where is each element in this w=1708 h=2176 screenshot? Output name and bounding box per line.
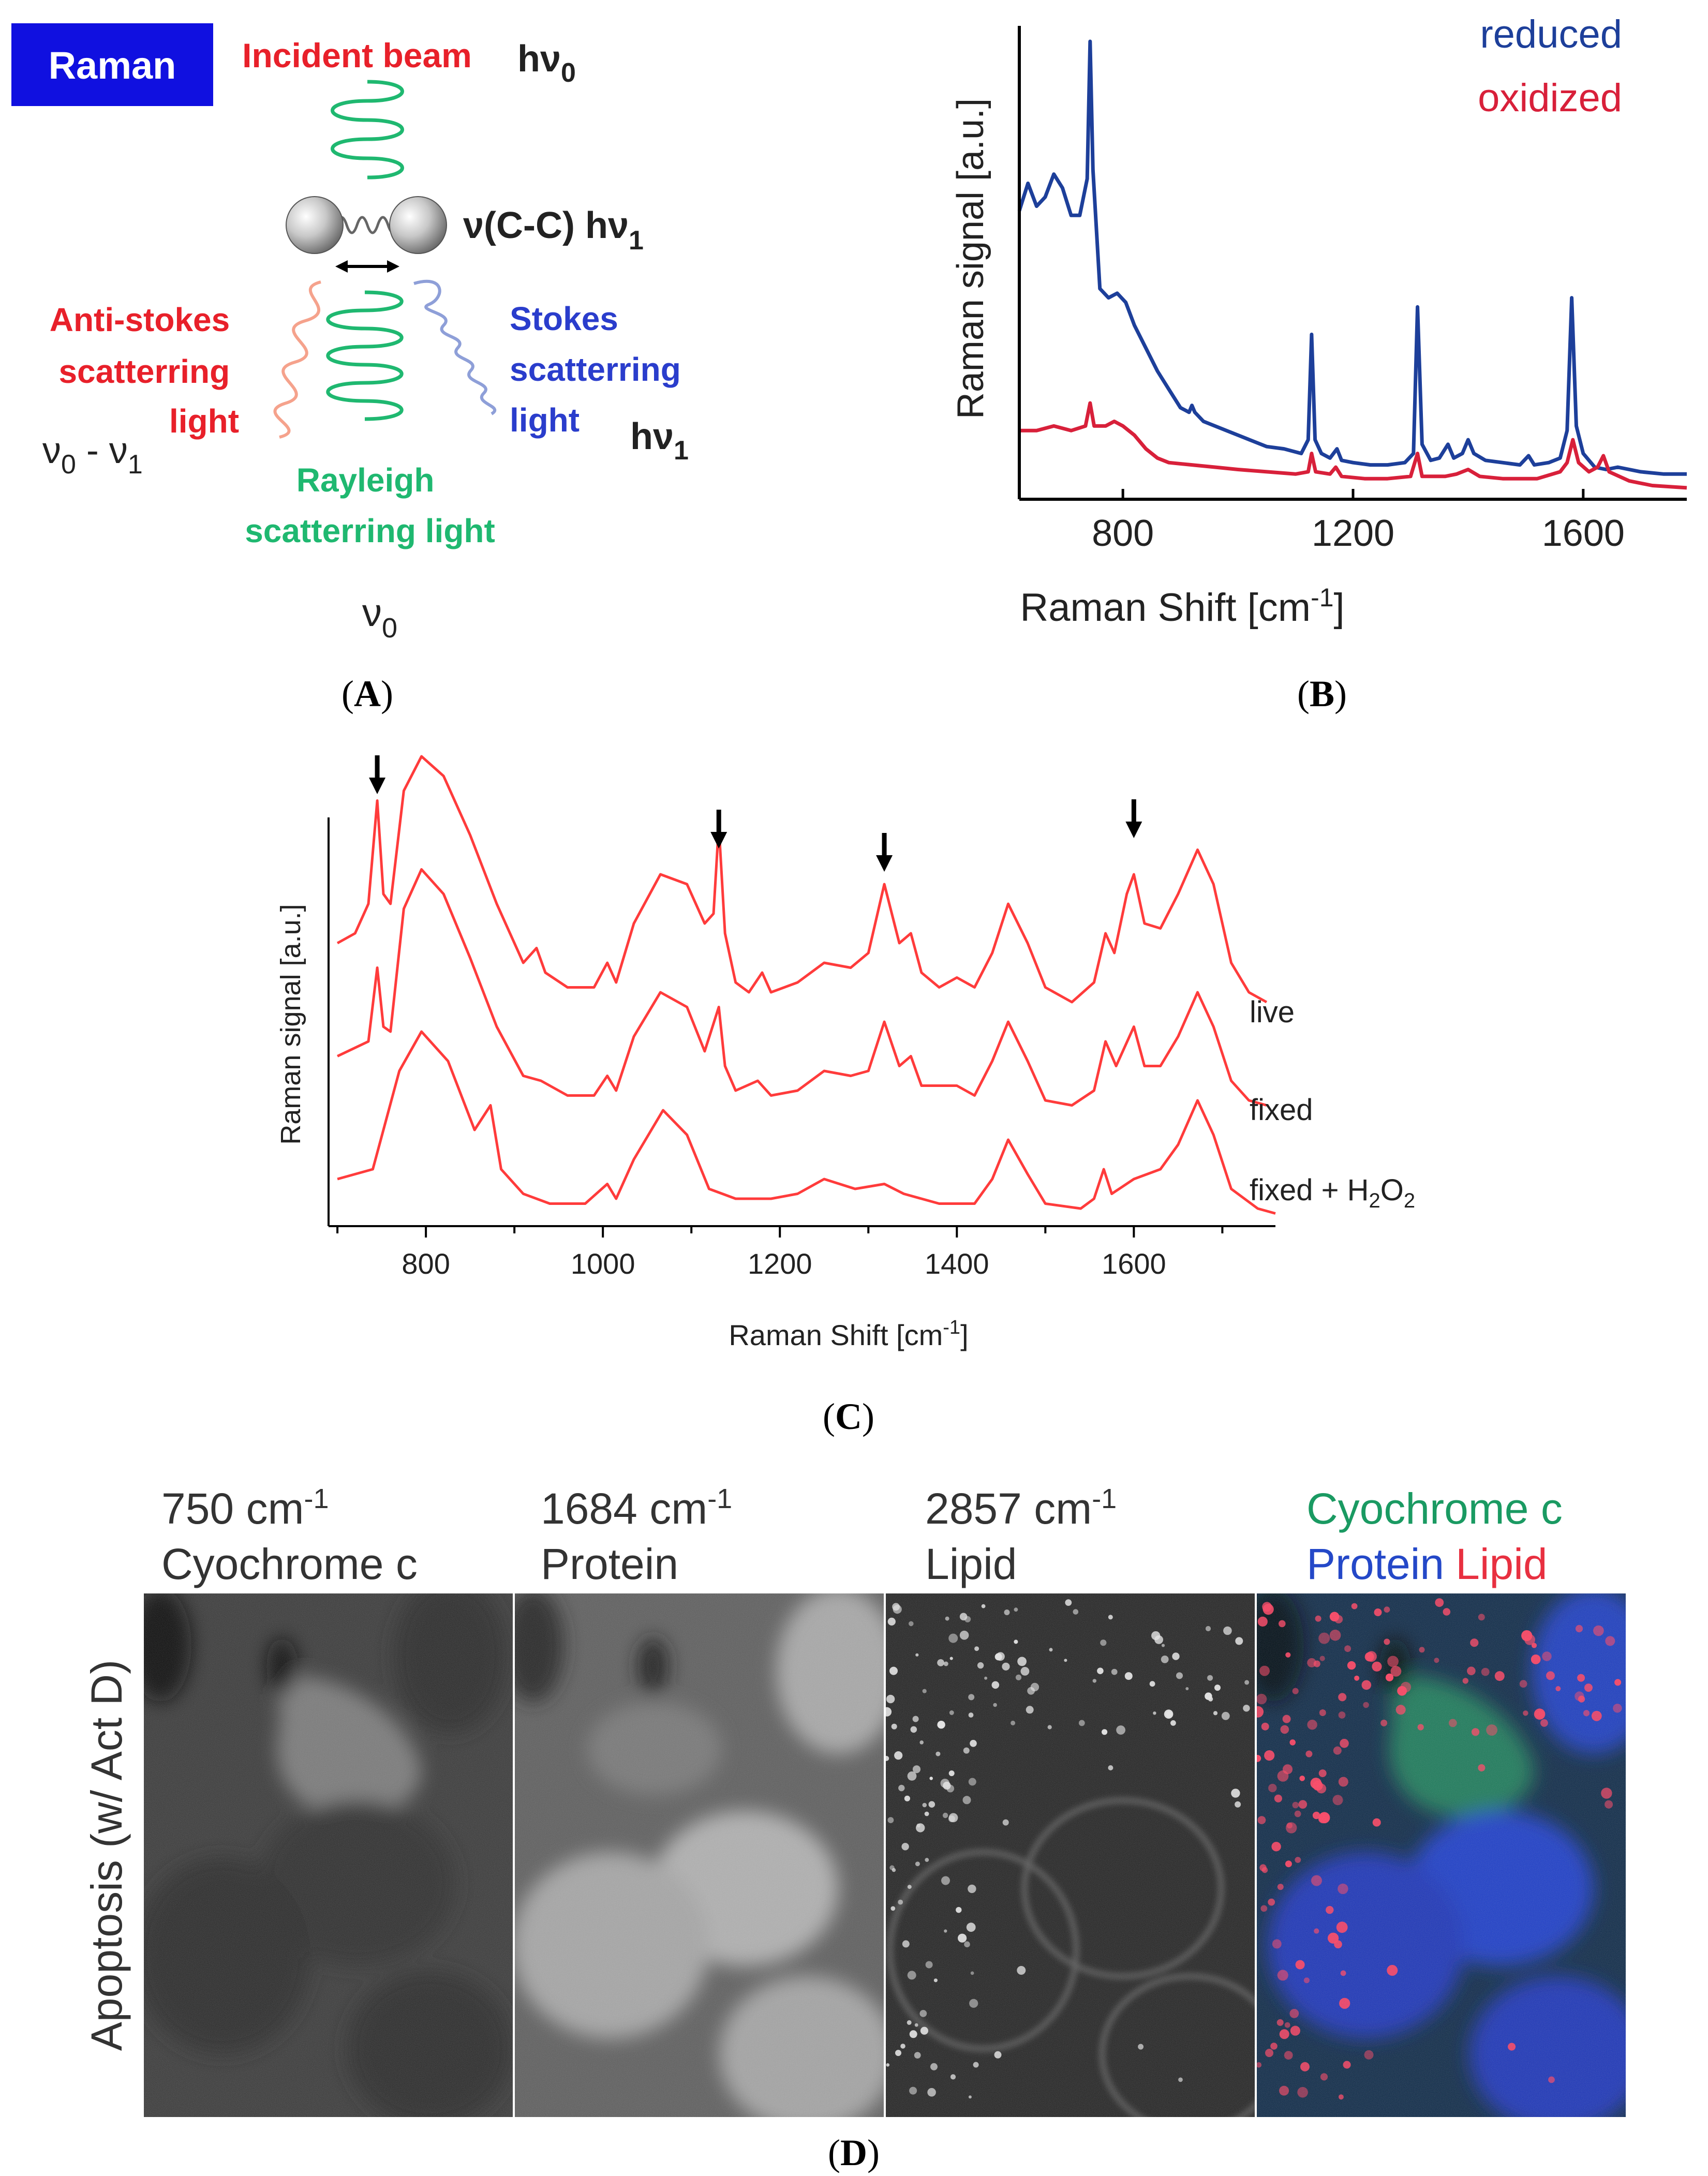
chart-b-tick-label: 800 xyxy=(1092,513,1154,554)
chart-c: 800 1000 1200 1400 1600 xyxy=(328,755,1276,1280)
h-nu1-label: hν1 xyxy=(630,416,689,466)
series-line-live xyxy=(336,755,1268,1004)
legend-oxidized: oxidized xyxy=(1478,76,1622,120)
col-header-lipid: 2857 cm-1 Lipid xyxy=(925,1469,1129,1588)
anti-stokes-label: Anti-stokes scatterring light xyxy=(50,301,239,440)
chart-b-tick-label: 1200 xyxy=(1312,513,1394,554)
h-nu0-label: hν0 xyxy=(517,38,576,88)
nu0-label: ν0 xyxy=(362,591,397,644)
micrograph-protein xyxy=(515,1593,884,2117)
micrograph-merge xyxy=(1257,1593,1626,2117)
panel-c: 800 1000 1200 1400 1600 Raman Shift [cm-1] R… xyxy=(275,755,1415,1437)
incident-beam-wave xyxy=(331,80,404,180)
raman-badge xyxy=(11,23,213,106)
chart-c-tick-label: 1000 xyxy=(571,1247,635,1280)
vibration-label: ν(C-C) hν1 xyxy=(463,205,644,256)
caption-c: (C) xyxy=(823,1396,874,1437)
series-line-oxidized xyxy=(1019,401,1687,490)
peak-arrowhead xyxy=(876,855,893,872)
panel-d: 750 cm-1 Cyochrome c 1684 cm-1 Protein 2… xyxy=(82,1469,1626,2173)
raman-badge-label: Raman xyxy=(49,44,176,87)
chart-c-tick-label: 1200 xyxy=(748,1247,812,1280)
stokes-wave xyxy=(413,279,497,415)
series-line-reduced xyxy=(1017,39,1687,476)
caption-a: (A) xyxy=(341,673,393,714)
chart-b-tick-label: 1600 xyxy=(1542,513,1625,554)
rayleigh-label: Rayleigh scatterring light xyxy=(245,461,495,549)
chart-c-tick-label: 1400 xyxy=(925,1247,989,1280)
chart-c-tick-label: 800 xyxy=(402,1247,450,1280)
series-label-fixed-h2o2: fixed + H2O2 xyxy=(1250,1173,1415,1212)
chart-b-xlabel: Raman Shift [cm-1] xyxy=(1020,583,1344,630)
micrograph-lipid xyxy=(886,1593,1255,2117)
micrograph-cytochrome xyxy=(144,1593,513,2117)
rayleigh-wave xyxy=(326,290,404,421)
incident-beam-label: Incident beam xyxy=(242,36,472,74)
panel-a: Raman Incident beam hν0 ν(C-C) hν1 Anti-… xyxy=(11,23,690,714)
molecule-diagram xyxy=(286,196,447,273)
series-line-fixed xyxy=(337,868,1267,1107)
series-label-fixed: fixed xyxy=(1250,1093,1313,1127)
stokes-label: Stokes scatterring light xyxy=(510,300,690,439)
chart-b-ylabel: Raman signal [a.u.] xyxy=(950,98,991,419)
peak-arrowhead xyxy=(710,832,727,848)
peak-arrowhead xyxy=(369,778,386,794)
series-label-live: live xyxy=(1250,995,1295,1029)
col-header-merge: Cyochrome c Protein Lipid xyxy=(1306,1484,1575,1588)
legend-reduced: reduced xyxy=(1480,12,1622,56)
col-header-protein: 1684 cm-1 Protein xyxy=(541,1469,745,1588)
chart-c-ylabel: Raman signal [a.u.] xyxy=(275,904,306,1144)
caption-b: (B) xyxy=(1297,673,1347,714)
chart-c-xlabel: Raman Shift [cm-1] xyxy=(729,1317,968,1351)
anti-stokes-wave xyxy=(273,280,321,439)
caption-d: (D) xyxy=(828,2132,880,2173)
nu0-minus-nu1-label: ν0 - ν1 xyxy=(42,430,143,480)
peak-arrowhead xyxy=(1125,822,1142,838)
col-header-cytochrome: 750 cm-1 Cyochrome c xyxy=(161,1469,418,1588)
chart-c-tick-label: 1600 xyxy=(1102,1247,1166,1280)
series-line-fixed + H₂O₂ xyxy=(337,1030,1276,1215)
row-label-apoptosis: Apoptosis (w/ Act D) xyxy=(82,1660,131,2051)
chart-b: 800 1200 1600 xyxy=(1017,26,1687,554)
panel-b: 800 1200 1600 Raman Shift [cm-1] Raman sig… xyxy=(950,12,1687,714)
